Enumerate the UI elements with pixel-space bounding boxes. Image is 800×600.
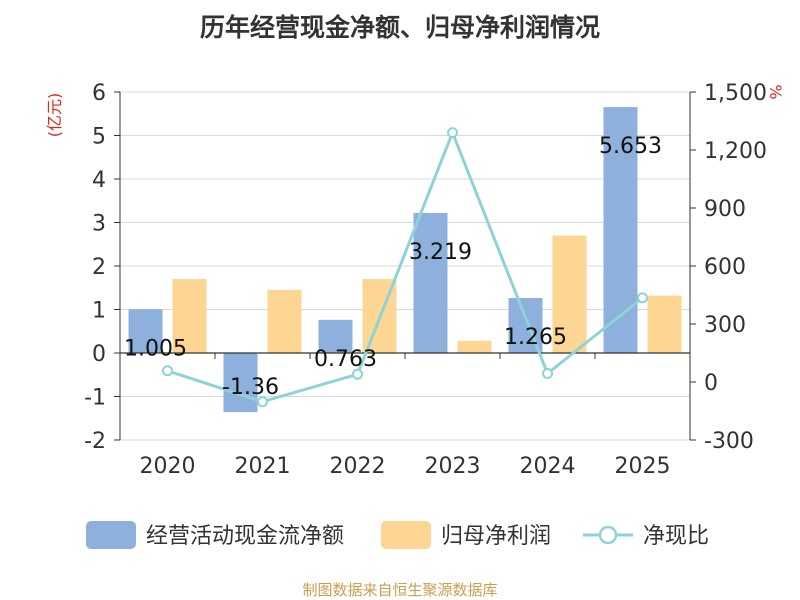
ratio-line — [167, 128, 644, 404]
cashflow-bar — [318, 319, 353, 353]
source-note: 制图数据来自恒生聚源数据库 — [302, 581, 497, 599]
y-right-tick-label: 900 — [704, 197, 746, 222]
y-left-unit: (亿元) — [45, 93, 64, 138]
y-left-tick-label: 6 — [92, 81, 106, 106]
tick-labels: 6 5 4 3 2 1 0 -1 -2 1,500 1,200 900 600 300 0 -300 2020 2… — [84, 81, 767, 479]
y-right-tick-label: 1,500 — [704, 81, 767, 106]
ratio-point — [637, 292, 648, 304]
x-tick-label: 2022 — [330, 454, 386, 479]
y-right-tick-label: 1,200 — [704, 139, 767, 164]
x-tick-label: 2024 — [520, 454, 576, 479]
cashflow-bar — [223, 353, 258, 413]
y-right-tick-label: -300 — [704, 429, 754, 454]
netprofit-bar — [172, 279, 207, 353]
data-labels: 1.005 -1.36 0.763 3.219 1.265 5.653 — [124, 134, 662, 400]
legend-item-netprofit[interactable]: 归母净利润 — [381, 521, 551, 549]
legend-label-cashflow: 经营活动现金流净额 — [146, 524, 344, 549]
y-left-tick-label: 5 — [92, 125, 106, 150]
chart-title: 历年经营现金净额、归母净利润情况 — [200, 13, 600, 42]
legend-swatch-cashflow — [86, 521, 136, 549]
legend-item-ratio[interactable]: 净现比 — [583, 524, 709, 549]
cashflow-bar — [413, 212, 448, 353]
cashflow-data-label: 0.763 — [314, 347, 377, 372]
y-right-tick-label: 300 — [704, 313, 746, 338]
cashflow-data-label: 5.653 — [599, 134, 662, 159]
x-tick-label: 2021 — [235, 454, 291, 479]
cashflow-data-label: 3.219 — [409, 240, 472, 265]
legend-marker-ratio — [598, 525, 618, 545]
y-left-tick-label: 0 — [92, 342, 106, 367]
cashflow-data-label: -1.36 — [222, 375, 279, 400]
line-series — [162, 127, 648, 408]
legend: 经营活动现金流净额 归母净利润 净现比 — [86, 521, 709, 549]
y-left-tick-label: -2 — [84, 429, 106, 454]
y-right-unit: % — [766, 84, 785, 99]
cashflow-data-label: 1.265 — [504, 325, 567, 350]
ratio-point — [542, 367, 553, 379]
cashflow-bar — [128, 309, 163, 353]
x-tick-label: 2020 — [140, 454, 196, 479]
cashflow-bar — [603, 107, 638, 353]
netprofit-bar — [267, 289, 302, 353]
legend-swatch-netprofit — [381, 521, 431, 549]
legend-item-cashflow[interactable]: 经营活动现金流净额 — [86, 521, 344, 549]
y-right-tick-label: 600 — [704, 255, 746, 280]
bars — [128, 107, 682, 413]
x-tick-label: 2023 — [425, 454, 481, 479]
y-left-tick-label: -1 — [84, 386, 106, 411]
y-left-tick-label: 2 — [92, 255, 106, 280]
cashflow-data-label: 1.005 — [124, 336, 187, 361]
netprofit-bar — [457, 340, 492, 353]
ratio-point — [162, 365, 173, 377]
ratio-point — [257, 396, 268, 408]
netprofit-bar — [552, 235, 587, 353]
legend-label-ratio: 净现比 — [643, 524, 709, 549]
x-tick-label: 2025 — [615, 454, 671, 479]
y-right-tick-label: 0 — [704, 371, 718, 396]
netprofit-bar — [647, 295, 682, 353]
y-left-tick-label: 1 — [92, 299, 106, 324]
y-left-tick-label: 4 — [92, 168, 106, 193]
axes — [114, 91, 696, 441]
ratio-point — [447, 127, 458, 139]
y-left-tick-label: 3 — [92, 212, 106, 237]
legend-label-netprofit: 归母净利润 — [441, 524, 551, 549]
ratio-point — [352, 368, 363, 380]
